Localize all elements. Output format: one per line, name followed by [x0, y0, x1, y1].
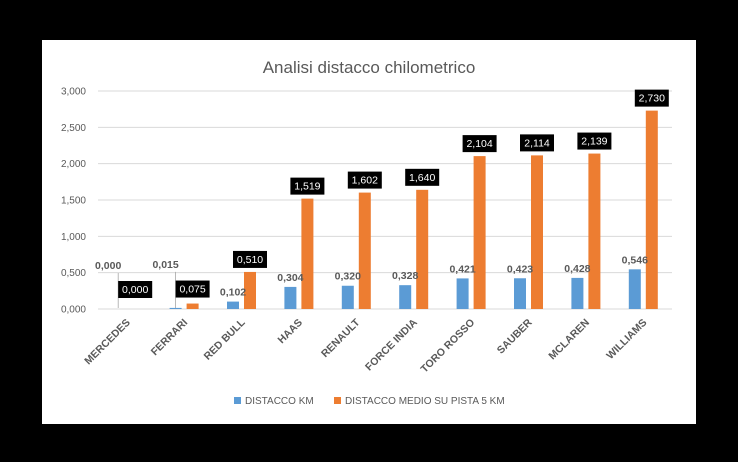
data-label-distacco-medio: 1,519	[294, 181, 320, 193]
data-label-box	[405, 168, 440, 186]
data-label-distacco-km: 0,423	[507, 263, 533, 275]
data-label-distacco-km: 0,304	[277, 272, 303, 284]
y-tick-label: 0,000	[61, 305, 86, 316]
data-label-distacco-km: 0,421	[449, 263, 475, 275]
bar-distacco-km	[514, 278, 526, 309]
bar-distacco-km	[341, 285, 354, 309]
data-label-distacco-km: 0,015	[152, 259, 178, 271]
data-label-distacco-medio: 0,510	[237, 254, 263, 266]
data-label-distacco-km: 0,546	[622, 254, 648, 266]
chart-canvas: Analisi distacco chilometrico 0,000 0,500…	[61, 58, 672, 407]
bar-distacco-km	[628, 269, 641, 309]
y-tick-label: 0,500	[61, 268, 86, 279]
bar-distacco-medio	[301, 198, 314, 309]
data-label-box	[462, 135, 497, 153]
bar-distacco-medio	[645, 110, 658, 310]
x-tick-label: MCLAREN	[546, 317, 592, 363]
y-tick-label: 1,500	[61, 196, 86, 207]
bar-distacco-medio	[358, 192, 371, 309]
y-tick-label: 2,000	[61, 159, 86, 170]
bar-distacco-medio	[473, 156, 486, 309]
data-label-distacco-medio: 2,114	[524, 137, 550, 149]
data-label-distacco-medio: 2,730	[639, 93, 665, 105]
data-label-box	[175, 280, 210, 298]
data-label-box	[233, 250, 267, 268]
bar-distacco-km	[284, 286, 297, 309]
bar-distacco-medio	[588, 153, 601, 309]
bar-distacco-km	[456, 278, 469, 309]
legend-swatch	[334, 397, 341, 404]
x-tick-label: RED BULL	[202, 316, 248, 362]
data-label-box	[520, 134, 554, 152]
legend-item-distacco-medio: DISTACCO MEDIO SU PISTA 5 KM	[345, 396, 505, 407]
data-label-distacco-medio: 2,139	[581, 136, 607, 148]
x-tick-label: FERRARI	[149, 317, 191, 359]
bar-distacco-km	[169, 307, 182, 309]
data-label-distacco-medio: 1,640	[409, 172, 435, 184]
bar-distacco-km	[571, 277, 584, 309]
x-tick-label: TORO ROSSO	[419, 317, 478, 376]
x-tick-label: SAUBER	[495, 316, 535, 356]
grid-layer: 0,000 0,500 1,000 1,500 2,000 2,500 3,000	[61, 87, 672, 316]
y-tick-label: 2,500	[61, 123, 86, 134]
data-label-distacco-medio: 0,075	[179, 284, 205, 296]
bar-distacco-km	[399, 285, 412, 309]
chart-panel: Analisi distacco chilometrico 0,000 0,500…	[42, 40, 696, 424]
x-tick-label: HAAS	[275, 317, 305, 347]
data-label-box	[118, 281, 153, 298]
data-label-distacco-km: 0,320	[335, 271, 361, 283]
x-tick-label: WILLIAMS	[604, 317, 649, 362]
data-label-distacco-km: 0,000	[95, 260, 121, 272]
bars-layer	[169, 110, 658, 310]
data-label-box	[290, 177, 325, 195]
data-label-distacco-medio: 1,602	[352, 175, 378, 187]
legend-item-distacco-km: DISTACCO KM	[245, 396, 314, 407]
x-tick-label: RENAULT	[319, 316, 363, 360]
bar-distacco-medio	[244, 271, 256, 309]
x-tick-label: FORCE INDIA	[363, 316, 420, 373]
legend-swatch	[234, 397, 241, 404]
data-label-distacco-km: 0,102	[220, 287, 246, 299]
y-tick-label: 1,000	[61, 232, 86, 243]
bar-distacco-medio	[186, 303, 199, 309]
category-labels-layer: MERCEDES FERRARI RED BULL HAAS RENAULT FORCE …	[82, 316, 649, 375]
data-label-distacco-medio: 2,104	[466, 138, 492, 150]
bar-distacco-km	[227, 301, 239, 309]
chart-title: Analisi distacco chilometrico	[263, 58, 476, 77]
data-label-box	[634, 89, 669, 107]
data-label-box	[347, 171, 382, 189]
bar-distacco-medio	[531, 155, 543, 309]
bar-distacco-medio	[416, 189, 429, 309]
data-label-distacco-medio: 0,000	[122, 284, 148, 296]
legend: DISTACCO KM DISTACCO MEDIO SU PISTA 5 KM	[234, 396, 505, 407]
data-label-distacco-km: 0,328	[392, 270, 418, 282]
x-tick-label: MERCEDES	[82, 317, 133, 368]
data-label-box	[577, 132, 612, 150]
y-tick-label: 3,000	[61, 87, 86, 98]
data-label-distacco-km: 0,428	[564, 263, 590, 275]
